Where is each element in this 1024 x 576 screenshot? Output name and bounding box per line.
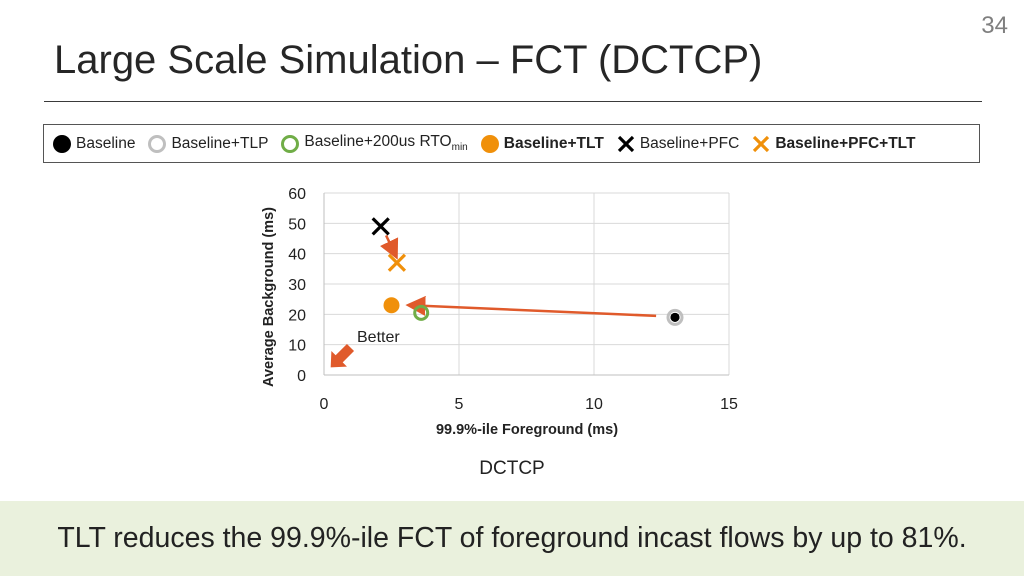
- hollow-circle-icon: [281, 134, 300, 153]
- legend-label: Baseline: [76, 134, 136, 152]
- data-point: [666, 308, 684, 326]
- y-axis-label: Average Background (ms): [261, 207, 277, 387]
- y-tick-label: 40: [288, 247, 306, 264]
- data-point: [371, 217, 390, 236]
- legend-item: Baseline+PFC: [616, 134, 740, 154]
- legend-marker: [617, 135, 634, 152]
- chart-ticks: 0 10 20 30 40 50 60 0 5 10 15: [288, 186, 738, 413]
- data-point: [383, 297, 400, 314]
- chart-caption: DCTCP: [479, 458, 545, 479]
- data-point-stroke-b: [371, 217, 390, 236]
- x-tick-label: 10: [585, 396, 603, 413]
- trend-arrow: [405, 295, 657, 318]
- y-tick-label: 10: [288, 338, 306, 355]
- data-point: [413, 304, 430, 321]
- data-point: [387, 253, 407, 272]
- legend-label: Baseline+TLP: [171, 134, 269, 152]
- x-icon: [617, 135, 634, 152]
- legend-item: Baseline+TLP: [147, 134, 268, 154]
- legend-marker: [53, 134, 71, 153]
- legend-item: Baseline+200us RTOmin: [280, 133, 468, 154]
- legend-label: Baseline+PFC+TLT: [775, 134, 916, 152]
- legend-item: Baseline: [52, 134, 135, 154]
- legend-marker: [281, 134, 300, 153]
- hollow-circle-icon: [148, 134, 167, 153]
- slide-title: Large Scale Simulation – FCT (DCTCP): [54, 38, 763, 82]
- chart-points: [371, 217, 684, 326]
- legend-label: Baseline+TLT: [503, 134, 604, 152]
- x-tick-label: 15: [720, 396, 738, 413]
- filled-circle-icon: [480, 134, 499, 153]
- chart-axes: [323, 193, 729, 376]
- legend-label: Baseline+200us RTOmin: [304, 133, 468, 154]
- x-tick-label: 5: [455, 396, 464, 413]
- chart-annotations: [330, 234, 657, 368]
- legend-marker-stroke-b: [753, 135, 770, 152]
- legend-marker: [148, 134, 167, 153]
- legend-marker: [480, 134, 499, 153]
- legend-item: Baseline+PFC+TLT: [751, 134, 915, 154]
- y-tick-label: 60: [288, 186, 306, 203]
- chart-grid: [324, 192, 730, 375]
- better-arrow-icon: [330, 343, 355, 368]
- x-axis-label: 99.9%-ile Foreground (ms): [436, 422, 618, 438]
- better-label: Better: [357, 329, 400, 346]
- footer-text: TLT reduces the 99.9%-ile FCT of foregro…: [57, 522, 967, 554]
- y-tick-label: 20: [288, 307, 306, 324]
- better-arrow-shape: [330, 343, 355, 368]
- y-tick-label: 50: [288, 216, 306, 233]
- scatter-chart: 0 10 20 30 40 50 60 0 5 10 15 99.9%-ile Foreground…: [261, 186, 738, 438]
- title-divider: [44, 101, 982, 102]
- slide-number: 34: [981, 12, 1008, 39]
- trend-arrow: [380, 234, 399, 260]
- legend-marker-stroke-b: [617, 135, 634, 152]
- data-point: [670, 312, 680, 322]
- legend-marker: [753, 135, 770, 152]
- data-point-stroke-b: [387, 253, 407, 272]
- x-icon: [753, 135, 770, 152]
- y-tick-label: 0: [297, 368, 306, 385]
- footer-band: [0, 501, 1024, 576]
- legend-item: Baseline+TLT: [480, 134, 604, 154]
- legend-label: Baseline+PFC: [639, 134, 740, 152]
- chart-legend: Baseline Baseline+TLP Baseline+200us RTOmi…: [43, 124, 980, 163]
- y-tick-label: 30: [288, 277, 306, 294]
- legend-label-subscript: min: [451, 142, 468, 154]
- filled-circle-icon: [53, 134, 71, 153]
- x-tick-label: 0: [320, 396, 329, 413]
